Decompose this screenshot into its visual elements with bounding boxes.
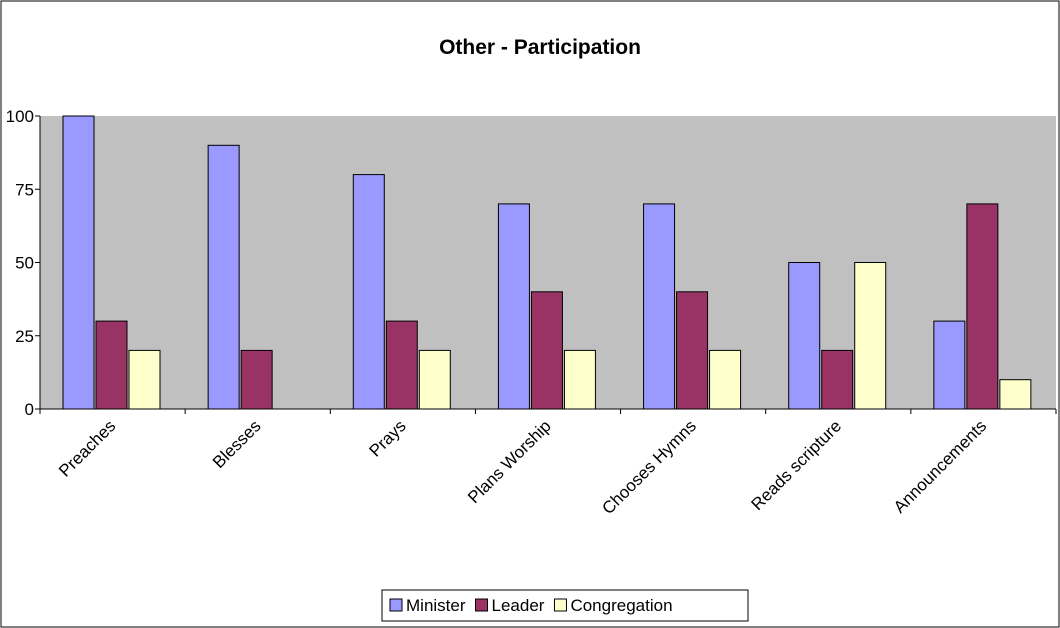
bar-leader-4: [676, 291, 709, 410]
legend-swatch-minister: [389, 598, 403, 612]
legend-swatch-congregation: [553, 598, 567, 612]
bar-minister-1: [207, 144, 240, 410]
y-tick-label: 25: [15, 327, 34, 346]
chart-title: Other - Participation: [439, 36, 641, 59]
bar-minister-3: [497, 203, 530, 410]
legend-label-congregation: Congregation: [570, 596, 672, 615]
y-tick-label: 50: [15, 254, 34, 273]
bar-congregation-3: [563, 349, 596, 410]
legend-swatch-leader: [475, 598, 489, 612]
bar-leader-6: [966, 203, 999, 410]
y-tick-label: 100: [6, 107, 34, 126]
bar-congregation-4: [709, 349, 742, 410]
bar-congregation-5: [854, 262, 887, 410]
bar-minister-5: [788, 262, 821, 410]
legend-label-minister: Minister: [406, 596, 466, 615]
bar-minister-6: [933, 320, 966, 410]
bar-congregation-2: [418, 349, 451, 410]
y-tick-label: 75: [15, 180, 34, 199]
legend: Minister Leader Congregation: [381, 589, 749, 622]
bar-leader-2: [385, 320, 418, 410]
bar-leader-5: [821, 349, 854, 410]
bar-congregation-0: [128, 349, 161, 410]
bar-congregation-6: [999, 379, 1032, 410]
bar-minister-2: [352, 174, 385, 410]
bar-minister-4: [643, 203, 676, 410]
bar-leader-0: [95, 320, 128, 410]
y-tick-label: 0: [25, 400, 34, 419]
bar-minister-0: [62, 115, 95, 410]
bar-leader-1: [240, 349, 273, 410]
bar-leader-3: [530, 291, 563, 410]
legend-label-leader: Leader: [492, 596, 545, 615]
